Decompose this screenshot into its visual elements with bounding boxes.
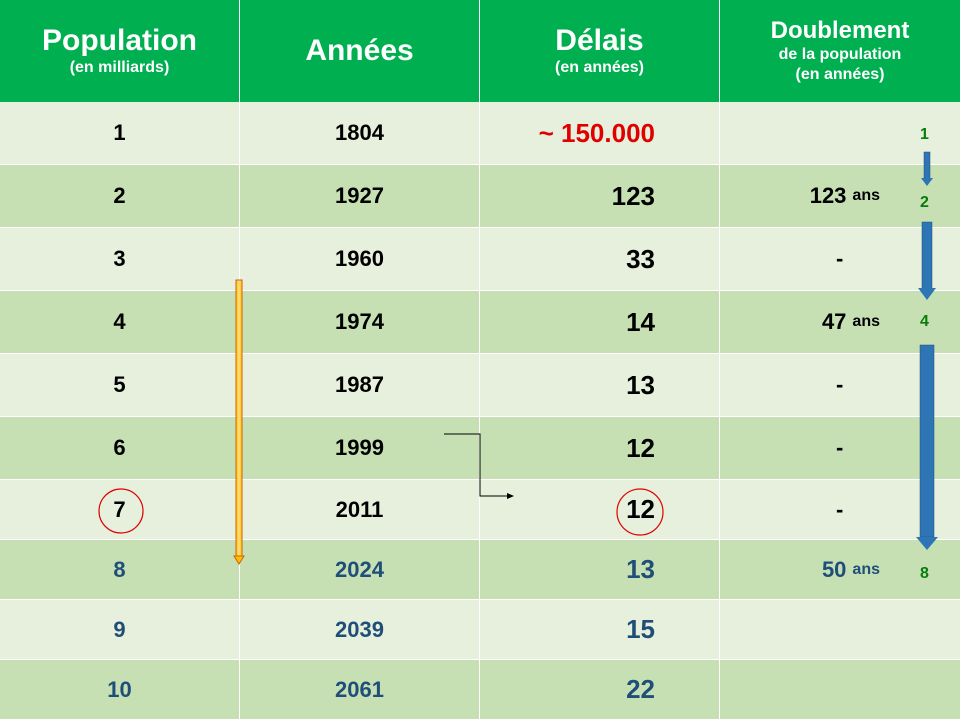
population-cell: 2	[0, 165, 240, 227]
doubling-value: 123	[809, 183, 847, 208]
delay-cell: 13	[480, 354, 720, 416]
doubling-cell	[720, 600, 960, 659]
doubling-value: -	[836, 246, 844, 271]
population-cell: 1	[0, 102, 240, 164]
header-population-subtitle: (en milliards)	[69, 59, 170, 76]
doubling-marker-2: 2	[920, 194, 929, 211]
year-cell: 1987	[240, 354, 480, 416]
header-doubling-title: Doublement	[770, 17, 910, 44]
doubling-marker-1: 1	[920, 126, 929, 143]
doubling-unit: ans	[852, 560, 880, 578]
delay-cell: 14	[480, 291, 720, 353]
doubling-cell: -	[720, 417, 960, 479]
header-delays: Délais (en années)	[480, 0, 720, 102]
year-cell: 2061	[240, 660, 480, 719]
year-cell: 1974	[240, 291, 480, 353]
population-cell: 3	[0, 228, 240, 290]
year-cell: 1927	[240, 165, 480, 227]
doubling-cell: -	[720, 228, 960, 290]
table-row: 1 1804 ~ 150.000	[0, 102, 960, 165]
doubling-cell: -	[720, 354, 960, 416]
doubling-unit: ans	[852, 187, 880, 204]
header-doubling-subtitle-1: de la population	[778, 46, 902, 63]
delay-cell: 22	[480, 660, 720, 719]
doubling-unit: ans	[852, 313, 880, 330]
doubling-value: 50	[821, 556, 847, 582]
header-population: Population (en milliards)	[0, 0, 240, 102]
table-row: 2 1927 123 123 ans	[0, 165, 960, 228]
doubling-cell: 47 ans	[720, 291, 960, 353]
year-cell: 2011	[240, 480, 480, 539]
population-cell: 9	[0, 600, 240, 659]
delay-cell: 12	[480, 480, 720, 539]
population-cell: 4	[0, 291, 240, 353]
table-row: 5 1987 13 -	[0, 354, 960, 417]
table-row: 4 1974 14 47 ans	[0, 291, 960, 354]
year-cell: 1960	[240, 228, 480, 290]
doubling-value: -	[836, 372, 844, 397]
header-years: Années	[240, 0, 480, 102]
header-years-title: Années	[305, 34, 414, 67]
doubling-value: -	[836, 435, 844, 460]
table-header: Population (en milliards) Années Délais …	[0, 0, 960, 103]
doubling-cell	[720, 660, 960, 719]
doubling-cell: 123 ans	[720, 165, 960, 227]
year-cell: 2039	[240, 600, 480, 659]
table-row: 10 2061 22	[0, 660, 960, 720]
doubling-marker-8: 8	[920, 565, 929, 582]
year-cell: 1804	[240, 102, 480, 164]
doubling-cell: 50 ans	[720, 540, 960, 599]
table-row: 6 1999 12 -	[0, 417, 960, 480]
header-delays-subtitle: (en années)	[555, 59, 644, 76]
population-cell: 6	[0, 417, 240, 479]
delay-cell: 123	[480, 165, 720, 227]
table-row: 8 2024 13 50 ans	[0, 540, 960, 600]
population-cell: 10	[0, 660, 240, 719]
doubling-value: 47	[821, 309, 847, 334]
population-cell: 8	[0, 540, 240, 599]
year-cell: 2024	[240, 540, 480, 599]
delay-cell: ~ 150.000	[480, 102, 720, 164]
delay-cell: 13	[480, 540, 720, 599]
delay-cell: 15	[480, 600, 720, 659]
delay-cell: 33	[480, 228, 720, 290]
header-population-title: Population	[42, 24, 197, 57]
header-delays-title: Délais	[555, 24, 644, 57]
table-row: 3 1960 33 -	[0, 228, 960, 291]
doubling-value: -	[836, 496, 844, 522]
header-doubling-subtitle-2: (en années)	[795, 66, 885, 83]
table-row: 7 2011 12 -	[0, 480, 960, 540]
doubling-marker-4: 4	[920, 313, 929, 330]
population-cell: 5	[0, 354, 240, 416]
table-row: 9 2039 15	[0, 600, 960, 660]
doubling-cell: -	[720, 480, 960, 539]
header-doubling: Doublement de la population (en années)	[720, 0, 960, 102]
population-cell: 7	[0, 480, 240, 539]
delay-cell: 12	[480, 417, 720, 479]
year-cell: 1999	[240, 417, 480, 479]
